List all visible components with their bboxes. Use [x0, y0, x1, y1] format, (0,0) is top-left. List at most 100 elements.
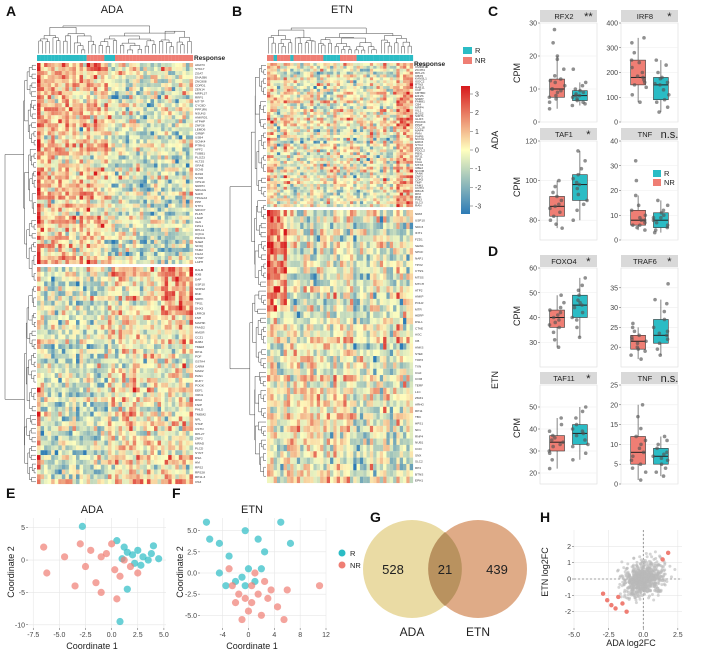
heatmap-cell — [122, 155, 126, 160]
heatmap-cell — [154, 195, 158, 200]
heatmap-cell — [76, 397, 80, 403]
heatmap-cell — [393, 71, 397, 75]
heatmap-cell — [118, 247, 123, 253]
heatmap-cell — [182, 358, 186, 364]
heatmap-cell — [47, 167, 52, 172]
heatmap-cell — [146, 247, 151, 253]
heatmap-cell — [68, 207, 73, 212]
heatmap-cell — [136, 320, 140, 325]
heatmap-cell — [168, 67, 172, 72]
heatmap-cell — [58, 479, 62, 485]
heatmap-cell — [143, 421, 147, 427]
heatmap-cell — [72, 251, 77, 257]
heatmap-cell — [40, 402, 45, 407]
dendrogram-branch — [30, 428, 36, 434]
heatmap-cell — [161, 67, 165, 72]
heatmap-cell — [79, 231, 84, 236]
heatmap-cell — [51, 103, 55, 108]
heatmap-cell — [65, 203, 69, 208]
heatmap-cell — [58, 305, 62, 311]
heatmap-cell — [136, 392, 140, 398]
heatmap-cell — [136, 315, 140, 321]
heatmap-cell — [139, 281, 144, 287]
heatmap-cell — [129, 411, 133, 417]
heatmap-cell — [189, 95, 194, 100]
heatmap-cell — [182, 103, 186, 108]
heatmap-cell — [150, 259, 155, 265]
heatmap-cell — [168, 286, 172, 292]
heatmap-cell — [51, 281, 55, 287]
dendrogram-branch — [263, 191, 266, 197]
heatmap-cell — [146, 411, 151, 417]
heatmap-cell — [76, 171, 80, 176]
gene-label: RPL11 — [195, 228, 205, 232]
heatmap-cell — [61, 135, 66, 140]
heatmap-cell — [157, 139, 162, 144]
heatmap-cell — [182, 175, 186, 180]
heatmap-cell — [125, 99, 130, 104]
heatmap-cell — [171, 111, 176, 116]
heatmap-cell — [150, 167, 155, 172]
heatmap-cell — [79, 387, 84, 393]
heatmap-cell — [86, 259, 91, 265]
heatmap-cell — [136, 235, 140, 240]
heatmap-cell — [129, 91, 133, 96]
heatmap-cell — [185, 315, 190, 321]
heatmap-cell — [349, 63, 354, 66]
heatmap-cell — [65, 397, 69, 403]
heatmap-cell — [356, 74, 360, 78]
heatmap-cell — [276, 74, 281, 78]
heatmap-cell — [40, 91, 45, 96]
heatmap-cell — [51, 474, 55, 480]
heatmap-cell — [122, 426, 126, 432]
dendrogram-branch — [260, 223, 266, 229]
heatmap-cell — [58, 353, 62, 359]
heatmap-cell — [118, 259, 123, 265]
heatmap-cell — [178, 131, 183, 136]
heatmap-cell — [143, 479, 147, 485]
heatmap-cell — [150, 131, 155, 136]
heatmap-cell — [132, 175, 137, 180]
dendrogram-branch — [325, 37, 354, 40]
heatmap-cell — [83, 402, 87, 407]
heatmap-cell — [40, 67, 45, 72]
heatmap-cell — [90, 147, 94, 152]
heatmap-cell — [76, 329, 80, 335]
dendrogram-branch — [294, 37, 301, 54]
heatmap-cell — [150, 382, 155, 388]
heatmap-cell — [97, 479, 101, 485]
heatmap-cell — [157, 295, 162, 301]
heatmap-cell — [79, 131, 84, 136]
heatmap-cell — [100, 91, 105, 96]
heatmap-cell — [164, 320, 169, 325]
heatmap-cell — [54, 445, 59, 451]
heatmap-cell — [132, 191, 137, 196]
heatmap-cell — [356, 71, 360, 75]
heatmap-cell — [178, 416, 183, 422]
heatmap-cell — [171, 127, 176, 132]
heatmap-cell — [115, 416, 119, 422]
heatmap-cell — [154, 430, 158, 436]
heatmap-cell — [58, 267, 62, 272]
heatmap-cell — [168, 267, 172, 272]
heatmap-cell — [83, 421, 87, 427]
heatmap-cell — [97, 119, 101, 124]
heatmap-cell — [146, 276, 151, 282]
heatmap-cell — [168, 259, 172, 265]
heatmap-cell — [58, 329, 62, 335]
heatmap-cell — [333, 80, 337, 84]
heatmap-cell — [100, 377, 105, 383]
heatmap-cell — [171, 207, 176, 212]
heatmap-cell — [403, 63, 407, 66]
heatmap-cell — [79, 459, 84, 465]
heatmap-cell — [178, 358, 183, 364]
heatmap-cell — [104, 227, 108, 232]
heatmap-cell — [90, 344, 94, 350]
heatmap-cell — [189, 239, 194, 244]
heatmap-cell — [185, 358, 190, 364]
heatmap-cell — [185, 291, 190, 297]
heatmap-cell — [182, 187, 186, 192]
heatmap-cell — [90, 363, 94, 369]
heatmap-cell — [40, 377, 45, 383]
heatmap-cell — [323, 77, 327, 81]
